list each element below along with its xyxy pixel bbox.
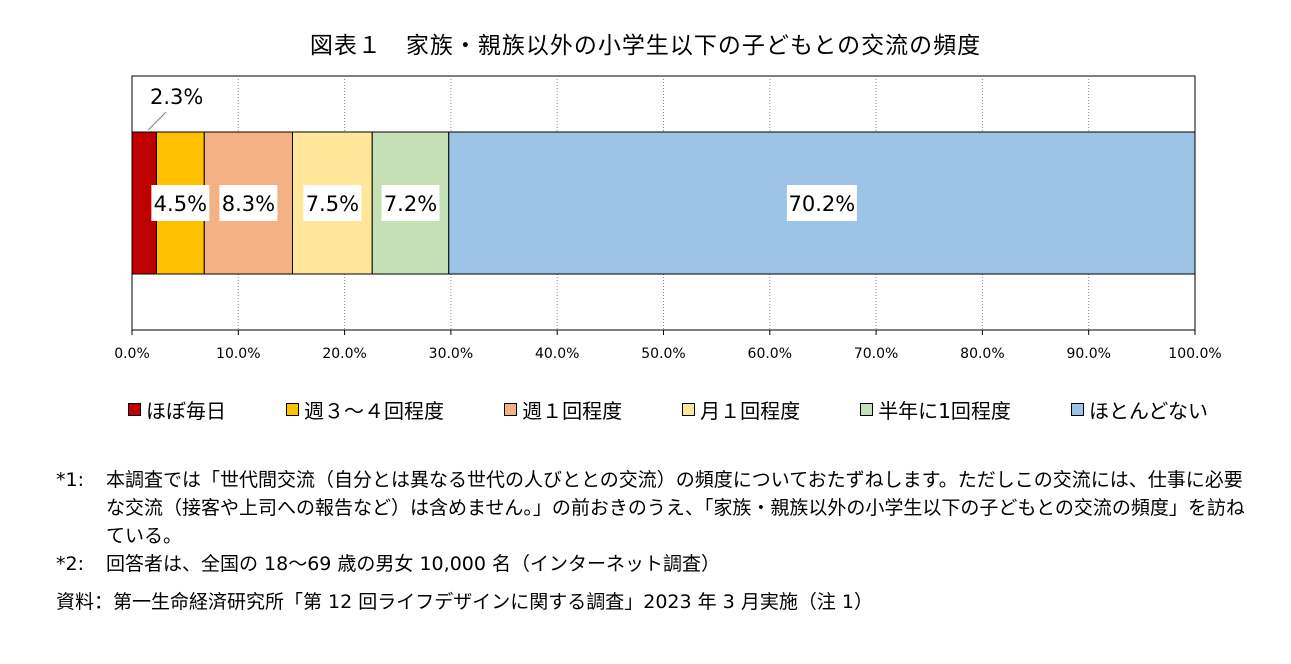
bar-layer — [131, 131, 1196, 275]
legend-swatch — [286, 403, 300, 416]
legend-item: ほとんどない — [1070, 395, 1208, 424]
data-label-bg — [219, 185, 278, 221]
legend-label: 週３～４回程度 — [304, 399, 445, 423]
legend-item: ほぼ毎日 — [128, 395, 226, 424]
notes: *1: 本調査では「世代間交流（自分とは異なる世代の人びととの交流）の頻度につい… — [56, 466, 1256, 616]
note-2-mark: *2: — [56, 553, 84, 575]
note-1-mark: *1: — [56, 469, 84, 491]
x-tick-label: 70.0% — [854, 346, 898, 362]
legend-item: 週３～４回程度 — [286, 395, 444, 424]
stacked-bar-chart: 2.3% 4.5% 8.3% 7.5% 7.2% 70.2% 0.0% 10.0% 20.0%… — [114, 75, 1222, 362]
legend-swatch — [504, 403, 518, 416]
data-label: 2.3% — [150, 85, 203, 109]
legend-label: ほとんどない — [1088, 399, 1208, 423]
x-tick-label: 90.0% — [1066, 346, 1110, 362]
source-line: 資料：第一生命経済研究所「第 12 回ライフデザインに関する調査」2023 年 … — [56, 591, 873, 613]
data-label: 7.5% — [306, 192, 359, 216]
data-label-bg — [303, 185, 362, 221]
legend-item: 半年に1回程度 — [860, 395, 1011, 424]
legend-swatch — [128, 403, 141, 416]
legend-label: 週１回程度 — [522, 399, 623, 423]
data-label-bg — [151, 185, 210, 221]
x-tick-label: 10.0% — [216, 346, 260, 362]
legend-swatch — [682, 403, 696, 416]
x-tick-label: 60.0% — [748, 346, 792, 362]
legend-item: 週１回程度 — [504, 395, 622, 424]
x-tick-label: 20.0% — [322, 346, 366, 362]
legend-swatch — [860, 403, 874, 416]
leader-line — [147, 111, 167, 131]
legend-swatch — [1070, 403, 1084, 416]
legend-item: 月１回程度 — [682, 395, 800, 424]
legend-label: 半年に1回程度 — [878, 399, 1011, 423]
chart-title: 図表１ 家族・親族以外の小学生以下の子どもとの交流の頻度 — [309, 33, 982, 59]
x-tick-label: 50.0% — [641, 346, 685, 362]
note-1: *1: 本調査では「世代間交流（自分とは異なる世代の人びととの交流）の頻度につい… — [56, 466, 1256, 550]
tick-layer: 0.0% 10.0% 20.0% 30.0% 40.0% 50.0% 60.0% 70.0% 8… — [114, 330, 1222, 362]
x-tick-label: 80.0% — [960, 346, 1004, 362]
legend-label: ほぼ毎日 — [146, 399, 226, 423]
note-1-text: 本調査では「世代間交流（自分とは異なる世代の人びととの交流）の頻度についておたず… — [106, 469, 1245, 547]
note-2-text: 回答者は、全国の 18～69 歳の男女 10,000 名（インターネット調査） — [106, 553, 720, 575]
data-label: 8.3% — [222, 192, 275, 216]
data-label-bg — [381, 185, 440, 221]
legend: ほぼ毎日 週３～４回程度 週１回程度 月１回程度 半年に1回程度 ほとんどない — [128, 395, 1208, 424]
x-tick-label: 30.0% — [429, 346, 473, 362]
x-tick-label: 100.0% — [1168, 346, 1221, 362]
x-tick-label: 40.0% — [535, 346, 579, 362]
data-label: 7.2% — [384, 192, 437, 216]
note-2: *2: 回答者は、全国の 18～69 歳の男女 10,000 名（インターネット… — [56, 550, 1256, 578]
legend-label: 月１回程度 — [700, 399, 801, 423]
data-label: 70.2% — [789, 192, 856, 216]
label-layer: 2.3% 4.5% 8.3% 7.5% 7.2% 70.2% — [147, 85, 857, 221]
data-label: 4.5% — [154, 192, 207, 216]
data-label-bg — [786, 185, 857, 221]
x-tick-label: 0.0% — [114, 346, 150, 362]
